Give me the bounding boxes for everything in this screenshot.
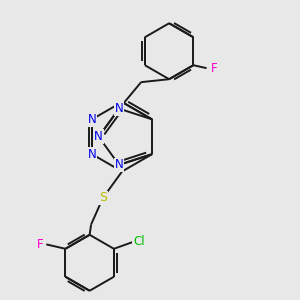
Text: N: N <box>115 102 123 115</box>
Text: F: F <box>37 238 44 251</box>
Text: N: N <box>94 130 103 143</box>
Text: N: N <box>115 158 123 171</box>
Text: S: S <box>99 191 107 205</box>
Text: F: F <box>211 62 217 75</box>
Text: Cl: Cl <box>133 235 145 248</box>
Text: N: N <box>88 113 96 126</box>
Text: N: N <box>88 148 96 160</box>
